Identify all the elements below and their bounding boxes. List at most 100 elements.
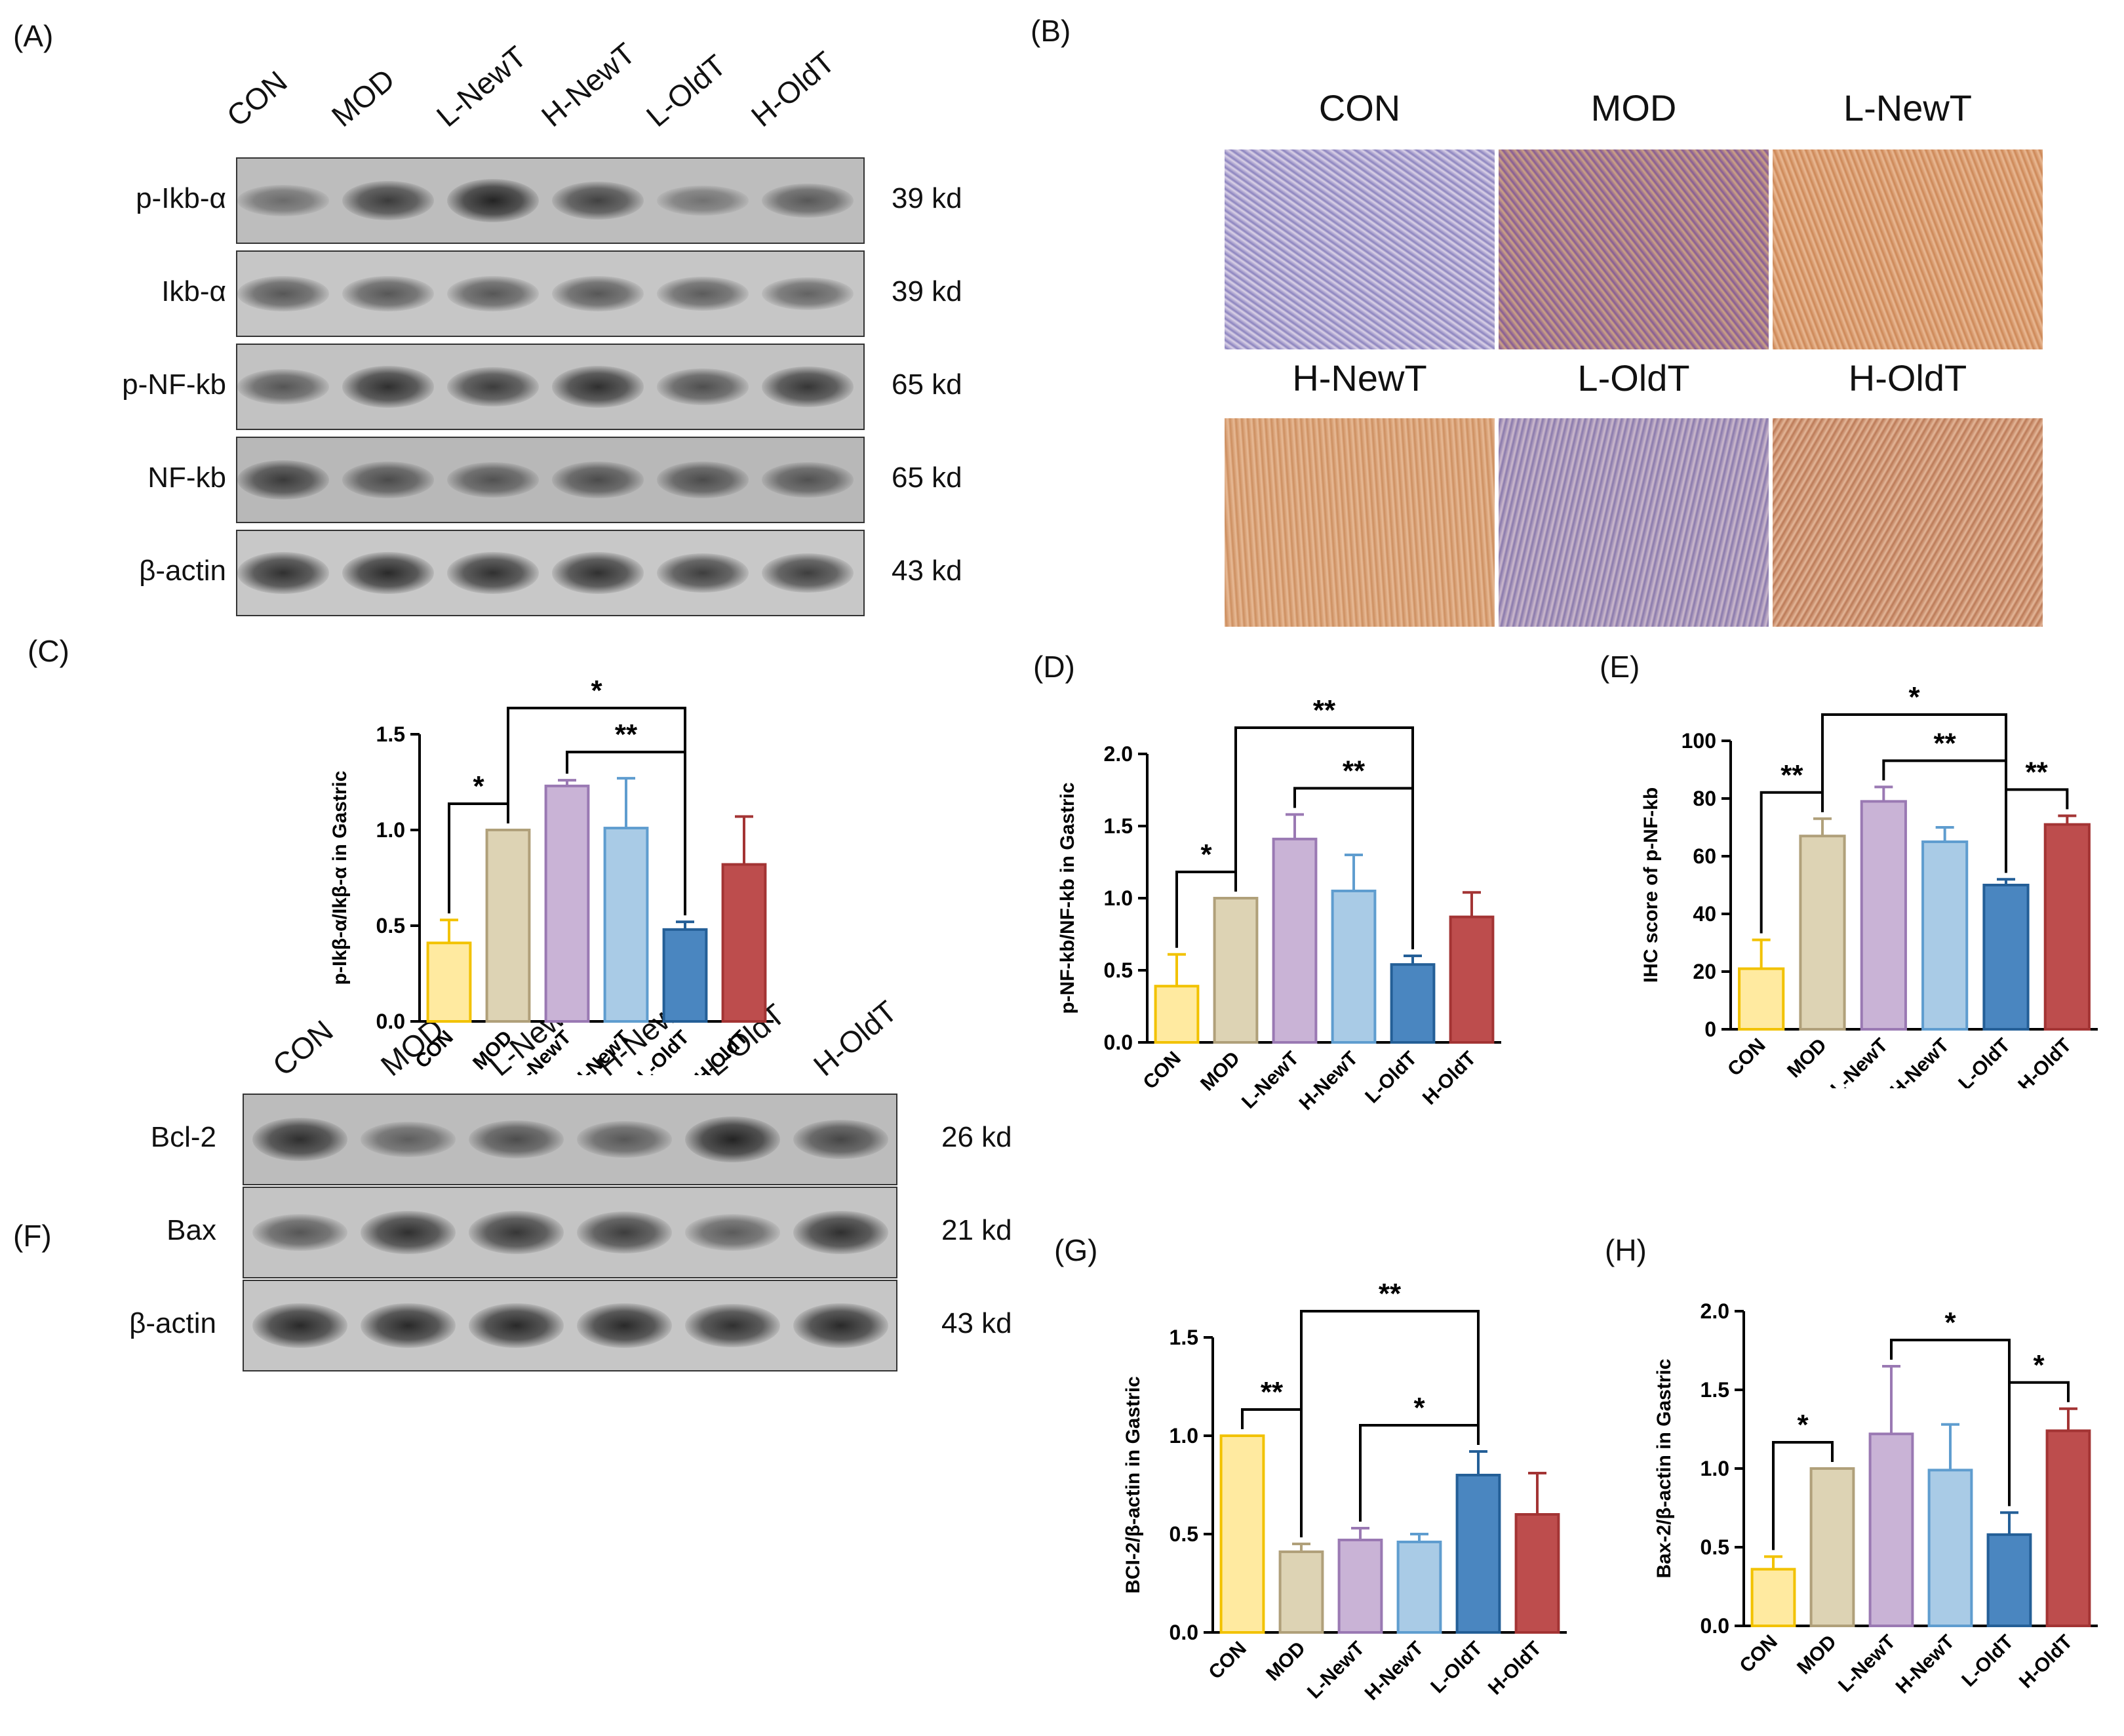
significance-bracket — [566, 751, 686, 916]
panel-d-letter: (D) — [1033, 650, 1075, 684]
ihc-title-h-newt: H-NewT — [1292, 357, 1427, 399]
band — [342, 366, 434, 408]
y-tick-label: 1.5 — [376, 722, 405, 746]
band — [793, 1303, 888, 1349]
y-axis-label: IHC score of p-NF-kb — [1640, 787, 1662, 983]
significance-bracket — [2008, 1381, 2070, 1507]
bar-chart-h: 0.0 0.5 1.0 1.5 2.0 Bax-2/β-actin in Gastric C… — [1653, 1299, 2098, 1698]
bar-mod — [1799, 835, 1846, 1031]
significance-bracket — [1359, 1424, 1480, 1522]
panel-b-letter: (B) — [1031, 14, 1071, 48]
bar-l-newt — [1860, 800, 1907, 1031]
significance-label: * — [2033, 1349, 2045, 1381]
bar-con — [1219, 1434, 1265, 1634]
x-tick-label-l-oldt: L-OldT — [633, 1027, 694, 1075]
band — [793, 1210, 888, 1255]
y-tick-label: 1.0 — [1170, 1424, 1198, 1448]
blot-row-actin — [236, 530, 865, 616]
significance-label: * — [1413, 1392, 1425, 1424]
band — [657, 186, 749, 216]
y-tick-label: 1.5 — [1104, 814, 1133, 838]
lane-label-con: CON — [220, 64, 294, 134]
x-tick-label-h-newt: H-NewT — [1361, 1638, 1428, 1705]
significance-label: ** — [1261, 1376, 1284, 1408]
lane-label-h-newt: H-NewT — [534, 35, 642, 134]
blot-row-ikb — [236, 250, 865, 337]
y-tick-label: 2.0 — [1104, 742, 1133, 766]
band — [237, 276, 329, 311]
ihc-image-l-newt — [1773, 149, 2043, 349]
bar-h-newt — [1396, 1541, 1442, 1634]
ihc-image-con — [1225, 149, 1495, 349]
significance-label: * — [1944, 1307, 1956, 1339]
y-tick-label: 2.0 — [1701, 1299, 1729, 1323]
bar-h-oldt — [721, 863, 767, 1023]
band — [342, 462, 434, 498]
bar-h-oldt — [2043, 823, 2091, 1031]
panel-e-letter: (E) — [1600, 650, 1640, 684]
significance-bracket — [507, 707, 686, 916]
band — [552, 276, 644, 311]
x-tick-label-l-oldt: L-OldT — [1361, 1048, 1421, 1108]
x-tick-label-con: CON — [1723, 1035, 1769, 1080]
ihc-image-h-newt — [1225, 418, 1495, 627]
bar-chart-c: 0.0 0.5 1.0 1.5 p-Ikβ-α/Ikβ-α in Gastric CON M… — [329, 675, 774, 1075]
significance-label: ** — [1343, 755, 1366, 787]
bar-h-newt — [603, 827, 649, 1023]
band — [252, 1213, 347, 1252]
x-tick-label-con: CON — [1735, 1631, 1781, 1677]
band — [762, 277, 854, 311]
blot-row-bax — [243, 1187, 897, 1278]
kd-label: 65 kd — [892, 462, 962, 494]
y-tick-label: 100 — [1682, 729, 1716, 753]
y-tick-label: 0.5 — [1104, 958, 1133, 982]
y-tick-label: 40 — [1693, 902, 1716, 926]
kd-label: 43 kd — [892, 555, 962, 587]
y-tick-label: 20 — [1693, 960, 1716, 983]
panel-c-letter: (C) — [28, 634, 69, 668]
x-tick-label-h-newt: H-NewT — [1886, 1035, 1953, 1088]
bar-h-newt — [1927, 1469, 1973, 1627]
significance-label: * — [473, 770, 484, 802]
band — [360, 1210, 456, 1255]
x-tick-label-mod: MOD — [469, 1027, 517, 1075]
significance-bracket — [1821, 713, 2007, 873]
protein-label-ikb: Ikb-α — [161, 275, 226, 307]
panel-f-letter: (F) — [13, 1219, 52, 1253]
band — [360, 1122, 456, 1157]
panel-g-letter: (G) — [1054, 1233, 1098, 1267]
kd-label: 39 kd — [892, 275, 962, 307]
x-tick-label-h-oldt: H-OldT — [691, 1027, 753, 1075]
bar-mod — [1278, 1550, 1324, 1634]
band — [237, 460, 329, 500]
y-axis-label: p-NF-kb/NF-kb in Gastric — [1057, 782, 1078, 1014]
band — [360, 1303, 456, 1349]
y-tick-label: 0.0 — [1701, 1614, 1729, 1638]
y-tick-label: 1.0 — [376, 818, 405, 842]
band — [576, 1303, 672, 1349]
x-tick-label-con: CON — [1204, 1638, 1250, 1684]
bar-l-newt — [1337, 1539, 1383, 1634]
significance-label: * — [591, 675, 602, 707]
x-tick-label-l-newt: L-NewT — [1238, 1048, 1303, 1113]
kd-label: 65 kd — [892, 368, 962, 401]
x-tick-label-h-oldt: H-OldT — [2015, 1631, 2077, 1693]
x-tick-label-mod: MOD — [1262, 1638, 1310, 1686]
band — [447, 276, 539, 311]
band — [468, 1303, 564, 1349]
band — [762, 553, 854, 593]
bar-con — [1154, 985, 1200, 1044]
band — [657, 553, 749, 593]
bar-l-oldt — [662, 928, 708, 1023]
x-tick-label-l-newt: L-NewT — [510, 1027, 576, 1075]
x-tick-label-mod: MOD — [1783, 1035, 1831, 1082]
y-tick-label: 1.5 — [1701, 1378, 1729, 1402]
x-tick-label-l-newt: L-NewT — [1303, 1638, 1369, 1703]
y-axis-label: p-Ikβ-α/Ikβ-α in Gastric — [329, 771, 351, 985]
band — [468, 1211, 564, 1254]
lane-label-h-oldt: H-OldT — [744, 45, 841, 134]
significance-label: * — [1797, 1409, 1809, 1441]
band — [552, 462, 644, 498]
band — [657, 368, 749, 405]
x-tick-label-l-newt: L-NewT — [1834, 1631, 1900, 1697]
